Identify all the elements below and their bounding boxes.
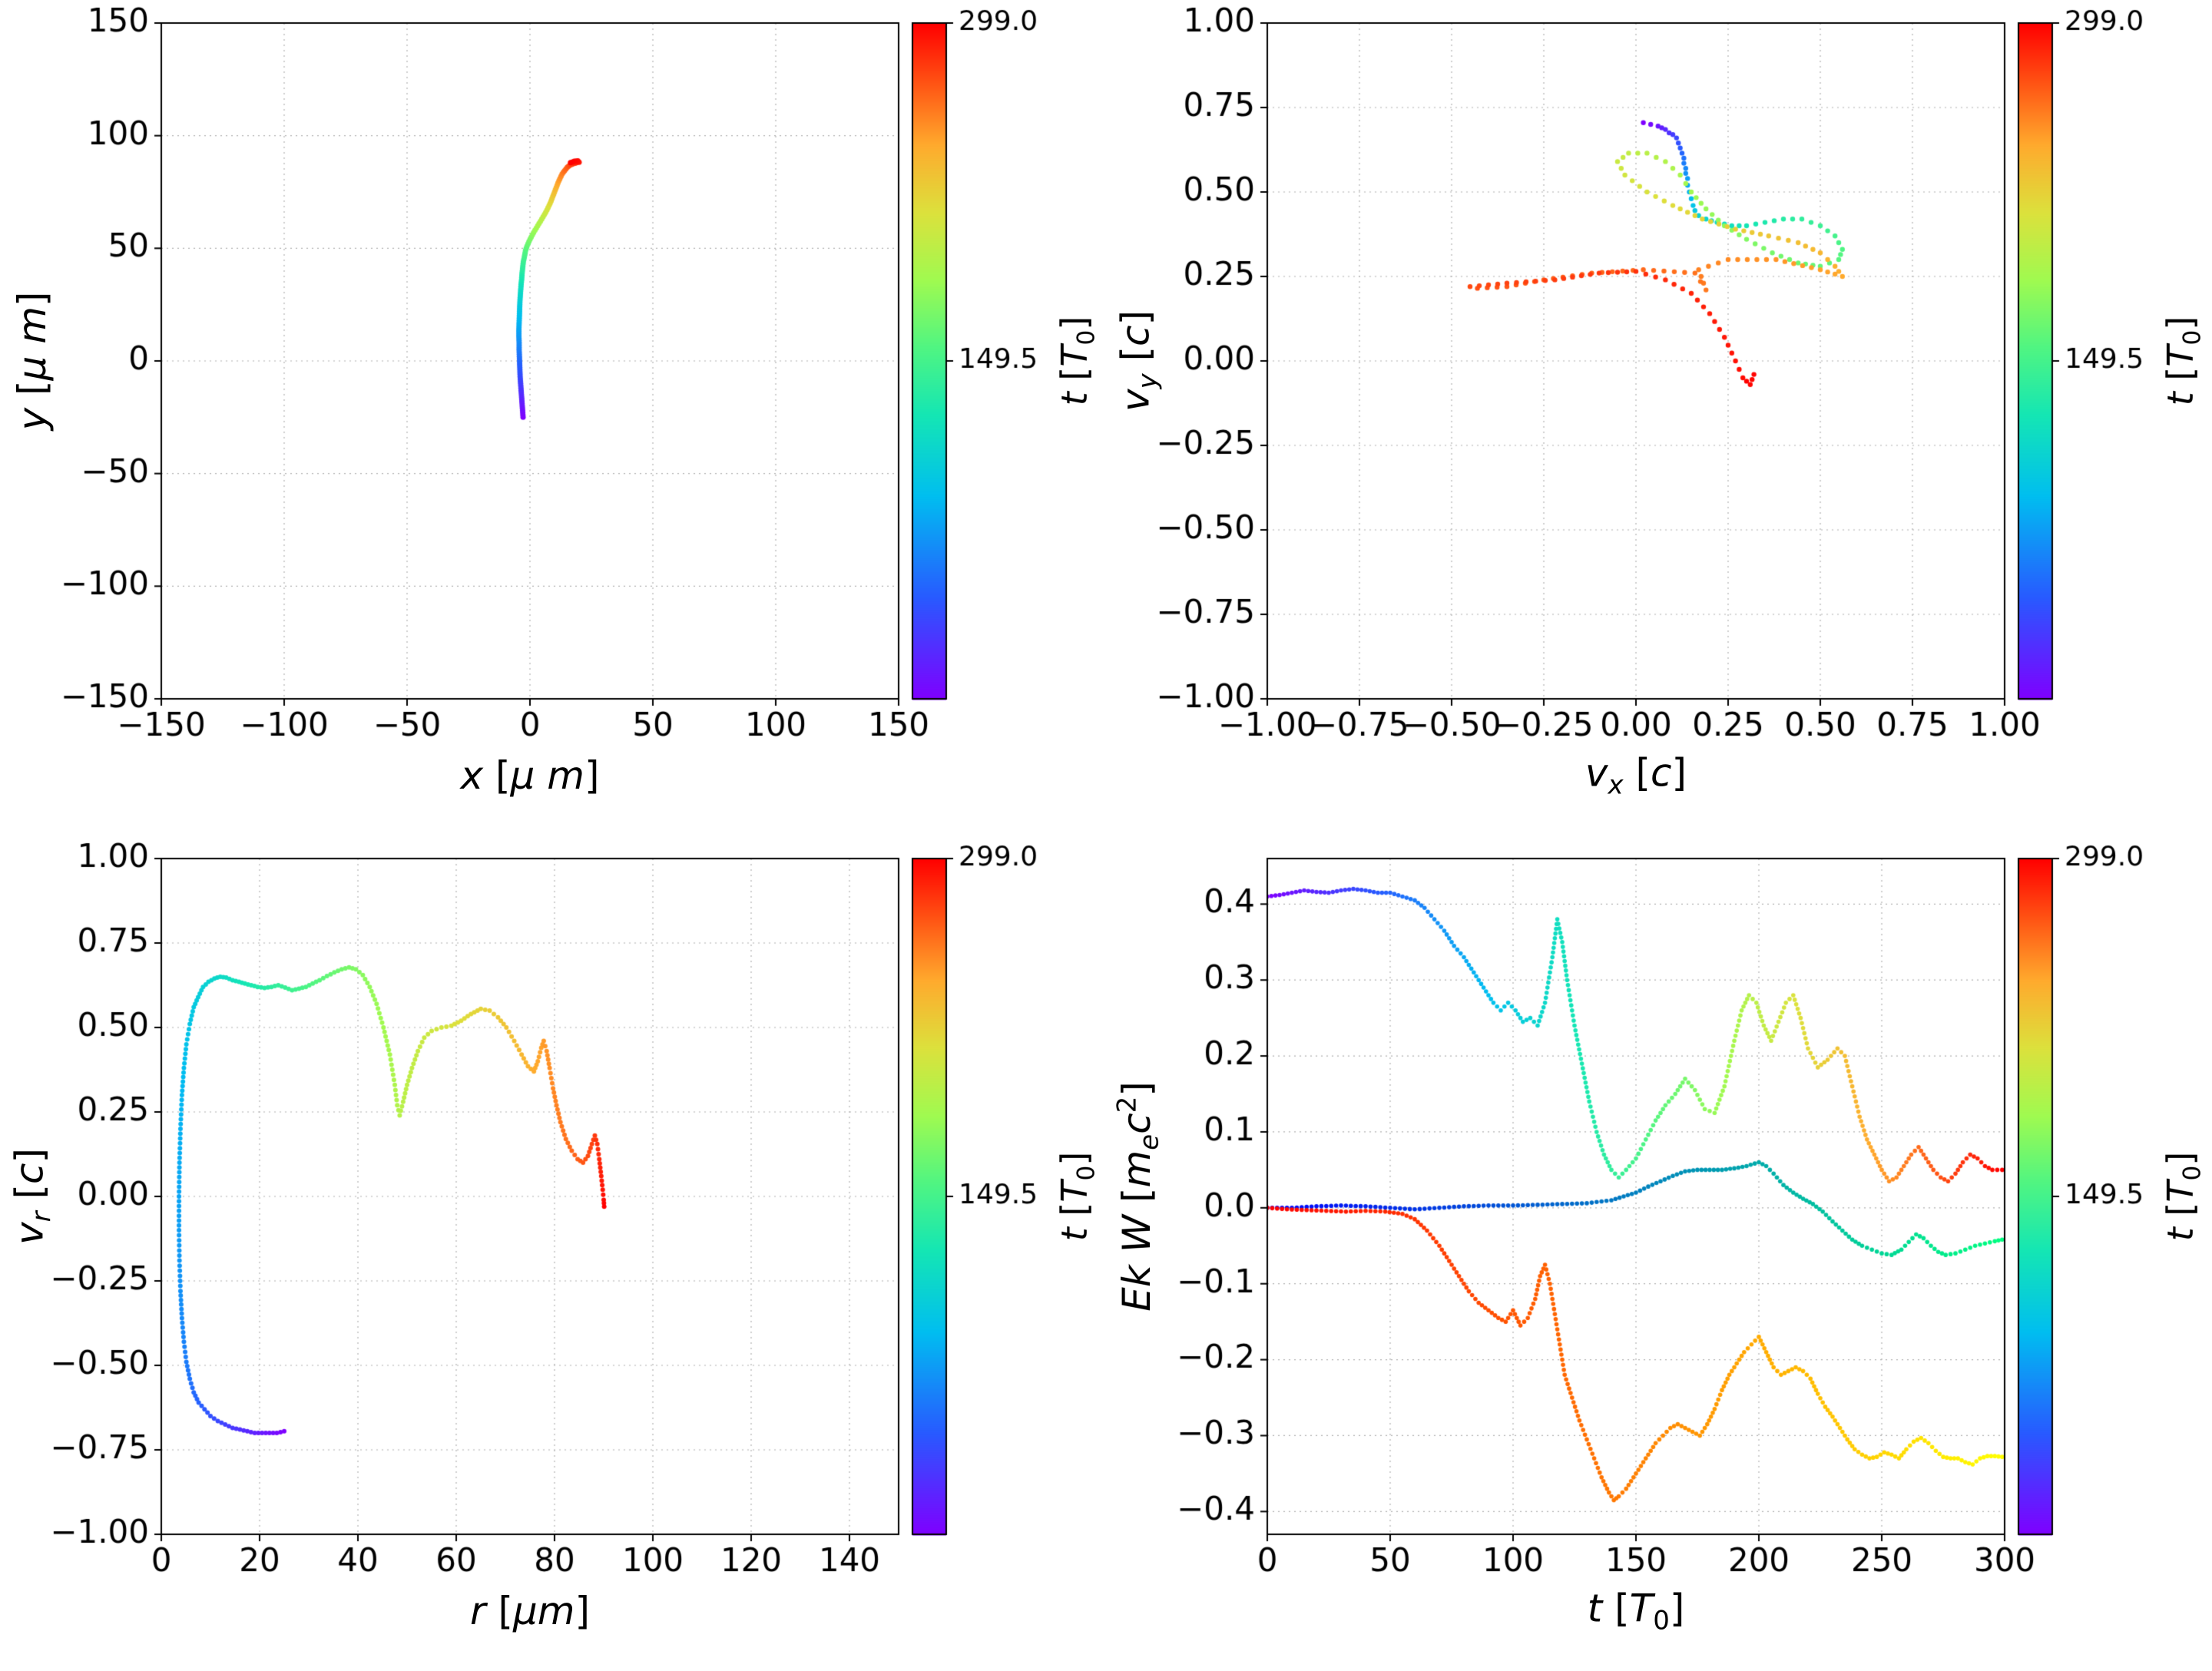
- ylabel-vxvy: vy [c]: [1113, 309, 1164, 412]
- colorbar-label-rvr: t [T0]: [1053, 1151, 1101, 1242]
- plot-rvr-canvas: [0, 836, 1106, 1671]
- panel-vxvy: vx [c] vy [c] t [T0]: [1106, 0, 2212, 836]
- xlabel-vxvy: vx [c]: [1584, 750, 1687, 801]
- ylabel-xy: y [μ m]: [10, 291, 55, 431]
- colorbar-label-xy: t [T0]: [1053, 316, 1101, 406]
- panel-xy: x [μ m] y [μ m] t [T0]: [0, 0, 1106, 836]
- panel-rvr: r [μm] vr [c] t [T0]: [0, 836, 1106, 1671]
- xlabel-xy: x [μ m]: [460, 753, 600, 798]
- xlabel-rvr: r [μm]: [469, 1589, 591, 1633]
- plot-xy-canvas: [0, 0, 1106, 836]
- colorbar-label-vxvy: t [T0]: [2159, 316, 2207, 406]
- xlabel-energy: t [T0]: [1587, 1586, 1685, 1636]
- ylabel-energy: Ek W [mec2]: [1111, 1081, 1165, 1312]
- colorbar-label-energy: t [T0]: [2159, 1151, 2207, 1242]
- panel-energy: t [T0] Ek W [mec2] t [T0]: [1106, 836, 2212, 1671]
- plot-energy-canvas: [1106, 836, 2212, 1671]
- plot-vxvy-canvas: [1106, 0, 2212, 836]
- ylabel-rvr: vr [c]: [7, 1148, 58, 1245]
